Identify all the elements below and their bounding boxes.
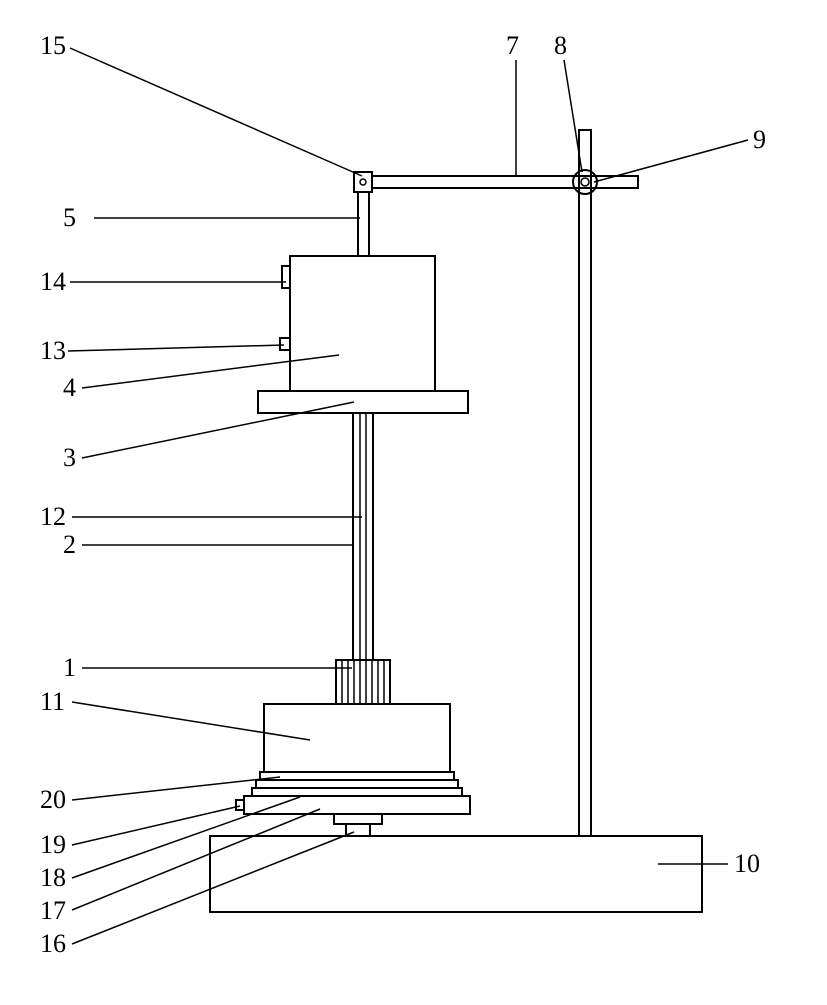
vertical-post [579, 130, 591, 836]
bottom-support-wide [334, 814, 382, 824]
label-20: 20 [40, 785, 66, 815]
leader-15 [70, 48, 362, 176]
label-12: 12 [40, 502, 66, 532]
plate-4-tab [236, 800, 244, 810]
leader-11 [72, 702, 310, 740]
base-platform [210, 836, 702, 912]
leader-19 [72, 806, 240, 845]
arm-joint-right [573, 170, 597, 194]
workpiece [264, 704, 450, 772]
label-16: 16 [40, 929, 66, 959]
motor-top-protrusion [282, 266, 290, 288]
arm-left-joint [354, 172, 372, 192]
plate-2 [256, 780, 458, 788]
plate-3 [252, 788, 462, 796]
technical-diagram: 1 2 3 4 5 7 8 9 10 11 12 13 14 15 16 17 … [0, 0, 827, 1000]
label-5: 5 [63, 203, 76, 233]
label-11: 11 [40, 687, 65, 717]
drill-chuck [336, 660, 390, 704]
label-4: 4 [63, 373, 76, 403]
label-2: 2 [63, 530, 76, 560]
label-10: 10 [734, 849, 760, 879]
label-18: 18 [40, 863, 66, 893]
motor-port [280, 338, 290, 350]
label-8: 8 [554, 31, 567, 61]
leader-4 [82, 355, 339, 388]
leader-3 [82, 402, 354, 458]
label-14: 14 [40, 267, 66, 297]
motor-platform [258, 391, 468, 413]
label-15: 15 [40, 31, 66, 61]
leader-9 [594, 140, 748, 182]
label-19: 19 [40, 830, 66, 860]
leader-16 [72, 832, 354, 944]
label-7: 7 [506, 31, 519, 61]
label-1: 1 [63, 653, 76, 683]
plate-1 [260, 772, 454, 780]
label-3: 3 [63, 443, 76, 473]
leader-8 [564, 60, 582, 172]
label-13: 13 [40, 336, 66, 366]
label-9: 9 [753, 125, 766, 155]
leader-13 [68, 345, 284, 351]
label-17: 17 [40, 896, 66, 926]
diagram-svg [0, 0, 827, 1000]
motor-body [290, 256, 435, 391]
arm-joint-right-inner [581, 178, 589, 186]
